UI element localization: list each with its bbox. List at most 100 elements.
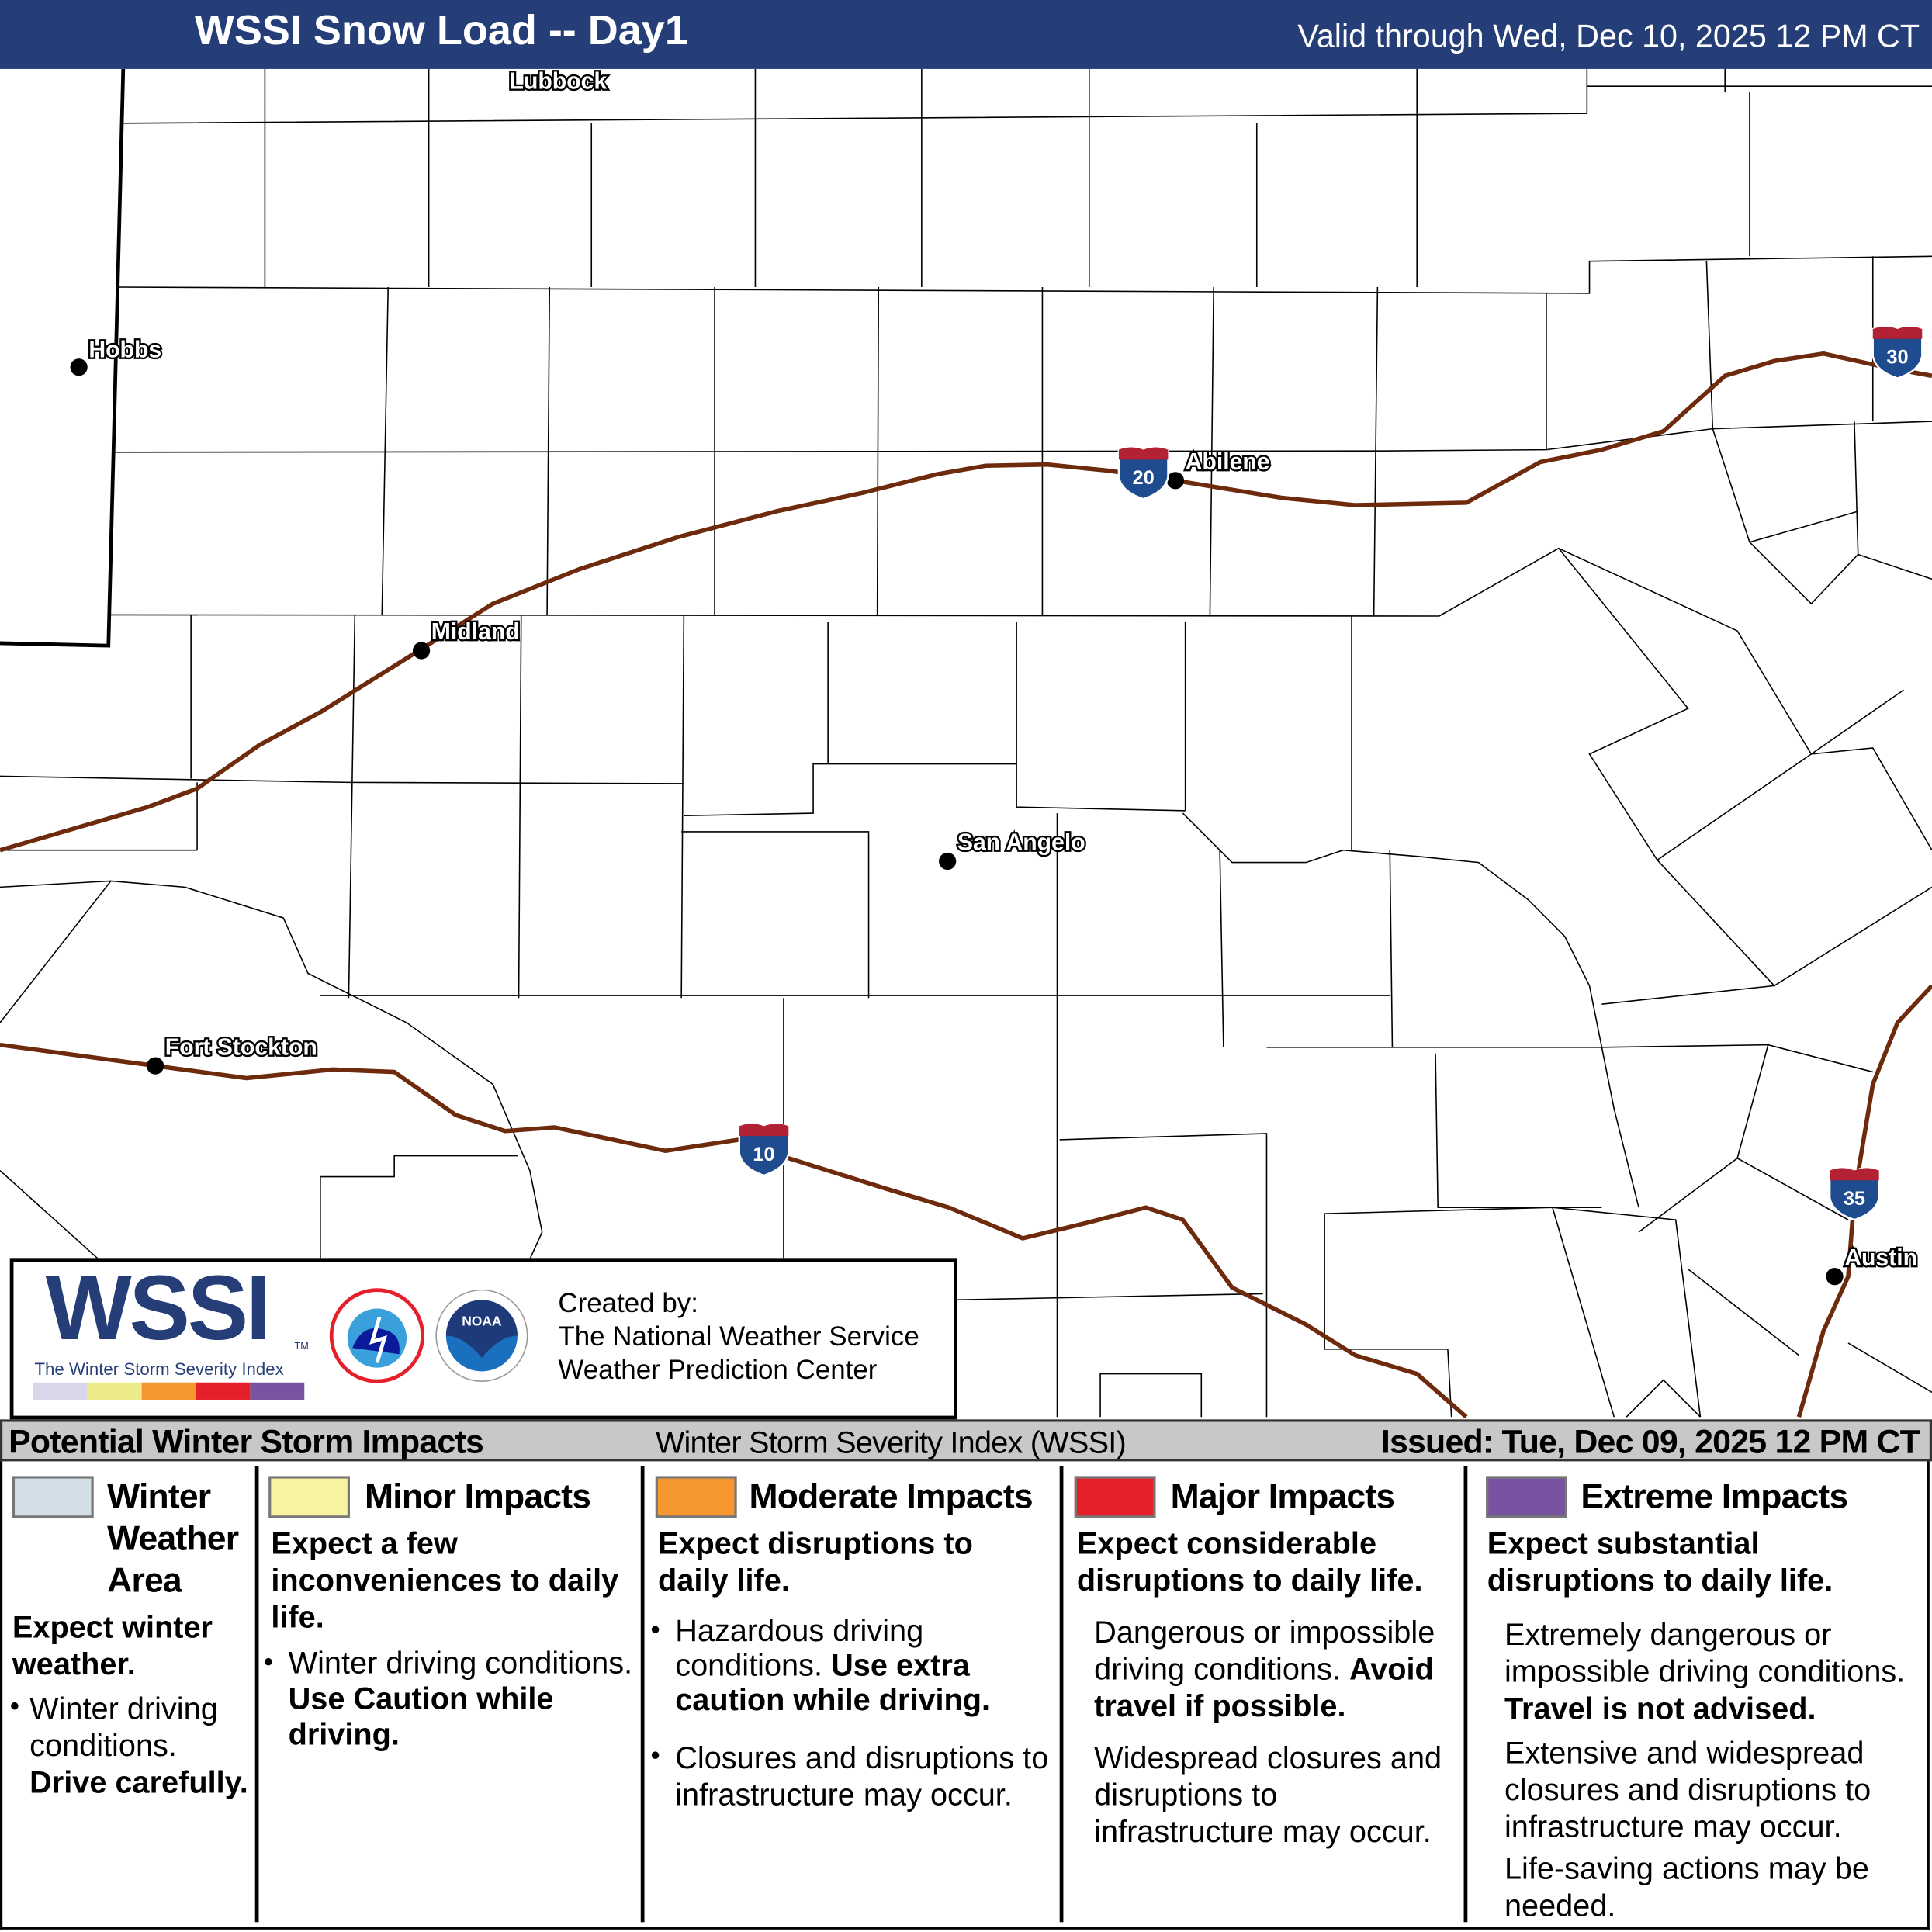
bullet-icon: • [650, 1740, 660, 1771]
legend-title: Minor Impacts [365, 1477, 591, 1516]
issued-time: Issued: Tue, Dec 09, 2025 12 PM CT [1380, 1423, 1920, 1460]
city-austin[interactable]: Austin [1826, 1243, 1919, 1286]
interstate-10-route [0, 1042, 1468, 1419]
interstate-35-shield: 35 [1828, 1167, 1880, 1221]
legend-major: Major Impacts Expect considerable disrup… [1065, 1461, 1464, 1922]
city-label: Lubbock [510, 69, 608, 94]
valid-time: Valid through Wed, Dec 10, 2025 12 PM CT [1297, 17, 1920, 54]
swatch [1074, 1476, 1156, 1518]
city-hobbs[interactable]: Hobbs [70, 335, 164, 376]
county-boundary [0, 880, 112, 1260]
legend-lead: Expect substantial disruptions to daily … [1487, 1526, 1833, 1598]
legend-bullet-bold: Travel is not advised. [1504, 1691, 1816, 1726]
city-lubbock[interactable]: Lubbock [507, 69, 609, 96]
county-boundary [113, 421, 1932, 453]
impact-legend: Winter Weather Area Expect winter weathe… [0, 1461, 1930, 1930]
legend-moderate: Moderate Impacts Expect disruptions to d… [646, 1461, 1060, 1922]
column-divider [1463, 1466, 1468, 1923]
county-boundary [190, 615, 1352, 999]
bullet-icon: • [650, 1614, 660, 1645]
county-boundary [1439, 547, 1904, 1006]
state-border-nm-tx [0, 68, 126, 648]
column-divider [640, 1466, 645, 1923]
county-boundary [264, 68, 1726, 123]
wssi-color-scale [33, 1382, 305, 1400]
legend-lead: Expect a few inconveniences to daily lif… [271, 1526, 619, 1636]
legend-minor: Minor Impacts Expect a few inconvenience… [258, 1461, 640, 1922]
legend-bullet: Winter driving conditions. [288, 1646, 633, 1681]
city-midland[interactable]: Midland [412, 618, 521, 660]
county-boundary [1324, 1207, 1932, 1418]
legend-bullet: Hazardous driving conditions. [675, 1614, 924, 1684]
county-boundary [1099, 1373, 1203, 1418]
shield-number: 35 [1844, 1188, 1865, 1210]
legend-winter-weather: Winter Weather Area Expect winter weathe… [2, 1461, 255, 1922]
legend-extreme: Extreme Impacts Expect substantial disru… [1469, 1461, 1927, 1923]
swatch [655, 1476, 737, 1518]
city-label: Abilene [1186, 449, 1270, 475]
city-label: Austin [1844, 1245, 1917, 1271]
shield-number: 20 [1133, 467, 1155, 489]
city-dot [1826, 1268, 1844, 1286]
county-boundary [264, 92, 1874, 422]
city-dot [70, 358, 88, 376]
county-boundary [1552, 1044, 1849, 1418]
legend-title: Potential Winter Storm Impacts [9, 1423, 484, 1460]
legend-bullet: Extremely dangerous or impossible drivin… [1504, 1618, 1906, 1690]
column-divider [254, 1466, 259, 1923]
county-boundary [320, 1155, 1263, 1301]
city-dot [412, 642, 431, 660]
city-abilene[interactable]: Abilene [1166, 448, 1272, 490]
city-label: San Angelo [957, 830, 1085, 856]
created-by-label: Created by: [558, 1287, 698, 1319]
column-divider [1059, 1466, 1064, 1923]
city-san-angelo[interactable]: San Angelo [939, 828, 1087, 871]
interstate-20-route [0, 351, 1932, 853]
county-boundary [381, 261, 1859, 617]
county-boundary [1182, 812, 1639, 1208]
shield-number: 30 [1886, 346, 1908, 368]
county-boundary [320, 813, 1394, 1418]
credits-box: WSSI TM The Winter Storm Severity Index … [9, 1258, 957, 1420]
legend-bullet: Widespread closures and disruptions to i… [1094, 1740, 1442, 1850]
credits-text: Created by: The National Weather Service… [558, 1286, 919, 1387]
city-label: Midland [431, 619, 520, 645]
wssi-logo-subtitle: The Winter Storm Severity Index [34, 1359, 284, 1379]
legend-bullet: Life-saving actions may be needed. [1504, 1851, 1869, 1923]
trademark: TM [294, 1340, 309, 1352]
county-boundary [1712, 428, 1932, 605]
legend-bullet: Closures and disruptions to infrastructu… [675, 1740, 1049, 1813]
shield-number: 10 [753, 1144, 774, 1165]
county-boundary [0, 880, 543, 1260]
bullet-icon: • [9, 1690, 19, 1722]
county-boundary [108, 614, 1439, 617]
org-nws: The National Weather Service [558, 1321, 919, 1352]
legend-bullet-bold: Use Caution while driving. [288, 1681, 554, 1753]
header-bar: WSSI Snow Load -- Day1 Valid through Wed… [0, 0, 1932, 69]
county-boundary [123, 85, 1932, 124]
legend-title: Major Impacts [1170, 1477, 1395, 1516]
legend-bullet: Winter driving conditions. [29, 1691, 218, 1764]
county-boundary [0, 775, 684, 784]
legend-lead: Expect disruptions to daily life. [657, 1526, 973, 1598]
bullet-icon: • [263, 1646, 274, 1678]
org-wpc: Weather Prediction Center [558, 1354, 878, 1385]
legend-bullet: Extensive and widespread closures and di… [1504, 1736, 1871, 1845]
city-label: Hobbs [88, 338, 161, 363]
swatch [12, 1476, 94, 1518]
city-fort-stockton[interactable]: Fort Stockton [146, 1033, 319, 1075]
legend-bullet: Dangerous or impossible driving conditio… [1094, 1615, 1435, 1687]
legend-title-bar: Potential Winter Storm Impacts Winter St… [0, 1419, 1932, 1462]
legend-lead: Expect winter weather. [12, 1610, 213, 1682]
interstate-10-shield: 10 [738, 1123, 790, 1177]
city-dot [939, 852, 957, 871]
legend-bullet-bold: Avoid travel if possible. [1094, 1652, 1434, 1724]
map-title: WSSI Snow Load -- Day1 [194, 7, 688, 54]
legend-lead: Expect considerable disruptions to daily… [1076, 1526, 1423, 1598]
map[interactable]: Lubbock Hobbs Abilene Midland San Angelo Fort… [0, 68, 1932, 1419]
legend-title: Winter Weather Area [107, 1477, 239, 1600]
county-boundary [1601, 747, 1932, 1073]
interstate-30-shield: 30 [1871, 325, 1923, 379]
noaa-logo-text: NOAA [462, 1314, 502, 1329]
